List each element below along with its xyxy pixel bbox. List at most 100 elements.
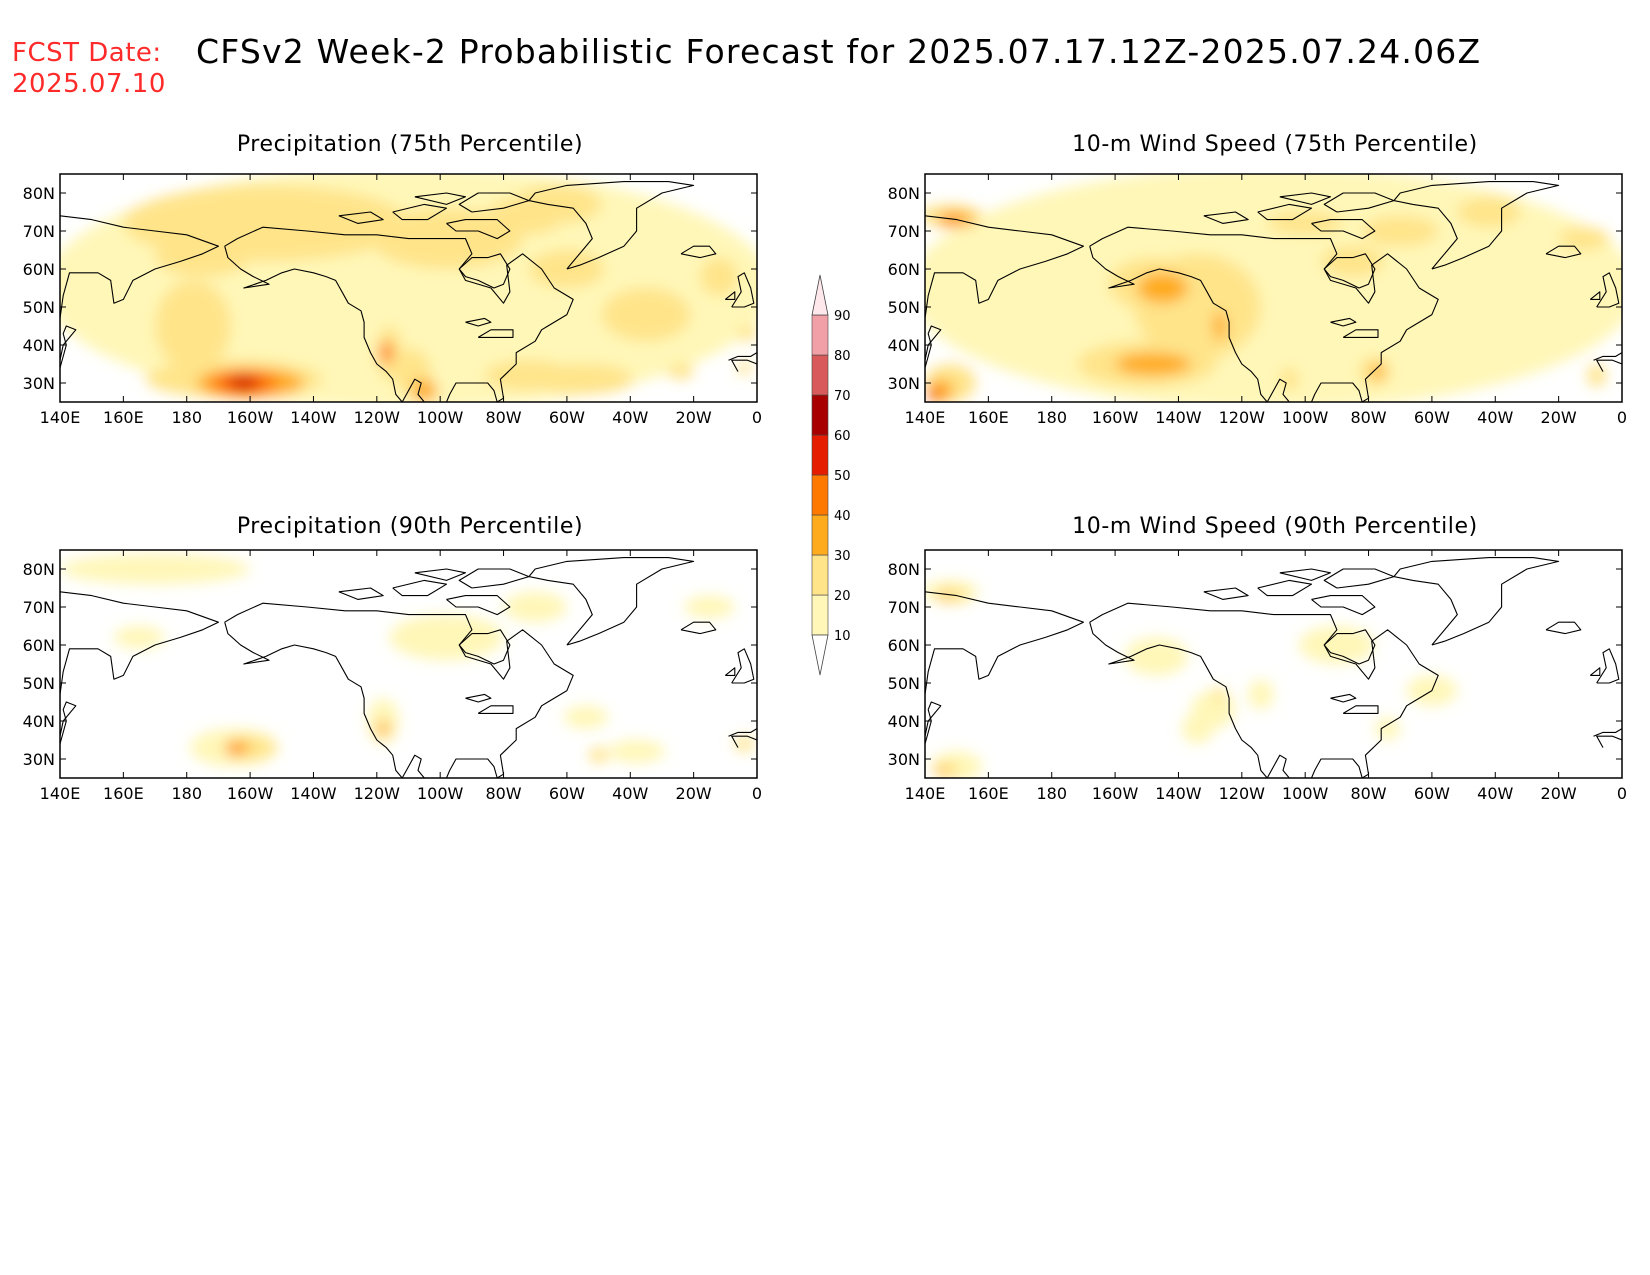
coastline — [528, 181, 695, 270]
lon-tick-label: 0 — [752, 784, 762, 803]
lon-tick-label: 140W — [1155, 784, 1202, 803]
coastline — [925, 325, 942, 368]
contour-blob — [589, 747, 609, 763]
contour-blob — [1248, 679, 1274, 710]
lon-tick-label: 180 — [1036, 408, 1067, 427]
lon-tick-label: 160E — [968, 784, 1009, 803]
coastline — [1279, 568, 1332, 581]
contour-blob — [737, 326, 757, 342]
contour-blob — [928, 390, 935, 399]
lon-tick-label: 0 — [1617, 784, 1627, 803]
contour-blob — [411, 379, 438, 402]
coastline — [465, 317, 492, 327]
panel-title-wind75: 10-m Wind Speed (75th Percentile) — [1072, 132, 1478, 157]
lon-tick-label: 140E — [40, 784, 81, 803]
fcst-date-heading: FCST Date: — [12, 38, 162, 68]
coastline — [1330, 317, 1357, 327]
contour-blob — [60, 553, 251, 585]
lat-tick-label: 30N — [23, 750, 55, 769]
coastline — [458, 629, 511, 665]
coastline — [338, 587, 384, 600]
coastline — [60, 591, 219, 710]
lon-tick-label: 40W — [612, 784, 648, 803]
lat-tick-label: 70N — [23, 598, 55, 617]
colorbar-swatch — [811, 554, 829, 596]
contour-blob — [937, 591, 951, 600]
contour-blob — [925, 174, 1622, 402]
lon-tick-label: 20W — [676, 784, 712, 803]
colorbar-level-label: 70 — [834, 389, 851, 404]
lat-tick-label: 40N — [888, 336, 920, 355]
contour-blob — [1137, 272, 1188, 304]
lon-tick-label: 180 — [171, 784, 202, 803]
fcst-date-label: FCST Date: 2025.07.10 — [12, 38, 166, 100]
map-frame — [59, 173, 758, 403]
lon-tick-label: 140E — [40, 408, 81, 427]
coastline — [680, 621, 717, 635]
coastline — [458, 192, 530, 213]
coastline — [1203, 211, 1249, 224]
coastline — [224, 226, 574, 402]
lon-tick-label: 40W — [1477, 408, 1513, 427]
coastline — [1323, 629, 1376, 665]
coastline — [728, 728, 757, 737]
coastline — [1311, 219, 1376, 240]
lat-tick-label: 70N — [23, 222, 55, 241]
coastline — [724, 291, 736, 300]
contour-blob — [940, 215, 960, 224]
coastline — [224, 246, 425, 402]
coastline — [446, 595, 511, 616]
lon-tick-label: 160W — [1092, 784, 1139, 803]
colorbar-level-label: 30 — [834, 549, 851, 564]
contour-blob — [1558, 227, 1610, 251]
coastline — [925, 701, 942, 744]
lat-tick-label: 40N — [888, 712, 920, 731]
lon-tick-label: 0 — [752, 408, 762, 427]
coastline — [224, 622, 425, 778]
colorbar-swatch — [811, 474, 829, 516]
coastline — [477, 705, 514, 714]
coastline — [414, 568, 467, 581]
page-title: CFSv2 Week-2 Probabilistic Forecast for … — [196, 32, 1482, 71]
lon-tick-label: 120W — [354, 784, 401, 803]
contour-blob — [379, 341, 393, 364]
coastline — [1596, 359, 1622, 372]
contour-blob — [155, 280, 232, 372]
colorbar-level-label: 40 — [834, 509, 851, 524]
panel-title-precip90: Precipitation (90th Percentile) — [236, 514, 584, 539]
lon-tick-label: 60W — [549, 784, 585, 803]
contour-blob — [513, 185, 602, 224]
lat-tick-label: 80N — [888, 184, 920, 203]
lat-tick-label: 50N — [23, 674, 55, 693]
coastline — [1203, 587, 1249, 600]
coastline — [724, 667, 736, 676]
coastline — [60, 701, 77, 744]
lon-tick-label: 140E — [905, 784, 946, 803]
colorbar-level-label: 50 — [834, 469, 851, 484]
map-frame — [924, 549, 1623, 779]
lat-tick-label: 50N — [888, 298, 920, 317]
contour-blob — [1124, 637, 1188, 676]
coastline — [338, 211, 384, 224]
coastline — [1279, 192, 1332, 205]
lon-tick-label: 60W — [1414, 784, 1450, 803]
coastline — [1593, 728, 1622, 737]
lon-tick-label: 140W — [290, 784, 337, 803]
lon-tick-label: 20W — [1541, 408, 1577, 427]
lat-tick-label: 60N — [888, 636, 920, 655]
contour-blob — [1267, 212, 1344, 235]
lat-tick-label: 70N — [888, 598, 920, 617]
lat-tick-label: 30N — [23, 374, 55, 393]
coastline — [1393, 557, 1560, 646]
contour-blob — [1213, 686, 1226, 703]
contour-blob — [1115, 352, 1192, 376]
coastline — [1589, 667, 1601, 676]
lon-tick-label: 60W — [1414, 408, 1450, 427]
colorbar-level-label: 80 — [834, 349, 851, 364]
contour-blob — [1213, 310, 1226, 342]
lon-tick-label: 120W — [1219, 408, 1266, 427]
contour-blob — [608, 740, 666, 763]
colorbar-level-label: 90 — [834, 309, 851, 324]
contour-blob — [1298, 626, 1375, 664]
lon-tick-label: 180 — [1036, 784, 1067, 803]
